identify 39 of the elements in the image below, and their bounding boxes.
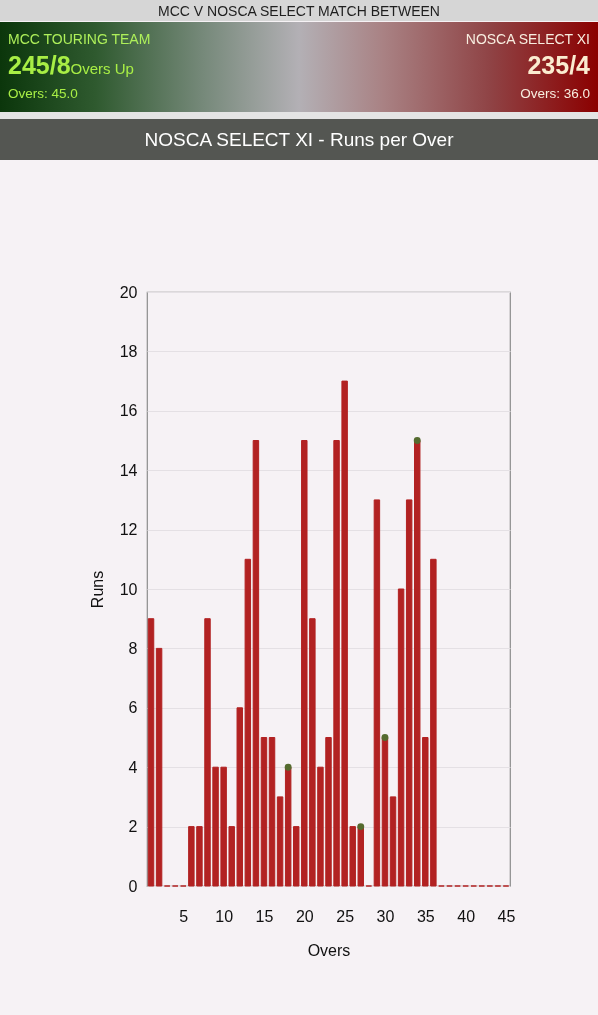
- y-tick-label: 0: [128, 877, 138, 895]
- y-tick-label: 6: [128, 699, 138, 717]
- point: [284, 763, 292, 771]
- chart-title: NOSCA SELECT XI - Runs per Over: [0, 119, 598, 160]
- bar: [155, 647, 163, 887]
- bar: [260, 737, 268, 887]
- x-tick-label: 30: [376, 907, 395, 925]
- bar: [389, 796, 397, 887]
- bar: [397, 588, 405, 887]
- x-tick-label: 25: [336, 907, 355, 925]
- bar: [252, 440, 260, 887]
- x-tick-label: 10: [215, 907, 234, 925]
- y-axis-title: Runs: [88, 570, 106, 609]
- y-tick-label: 18: [119, 342, 138, 360]
- bar: [276, 796, 284, 887]
- x-tick-label: 35: [416, 907, 435, 925]
- point: [381, 734, 389, 741]
- x-tick-label: 15: [255, 907, 274, 925]
- y-tick-label: 4: [128, 758, 138, 776]
- x-tick-label: 45: [497, 907, 516, 925]
- bar: [147, 618, 155, 887]
- y-tick-label: 12: [119, 521, 138, 539]
- y-tick-label: 2: [128, 818, 138, 836]
- y-tick-label: 10: [119, 580, 138, 598]
- bar: [373, 499, 381, 887]
- text: MCC V NOSCA SELECT MATCH BETWEEN: [0, 0, 598, 21]
- x-axis-title: Overs: [307, 941, 351, 959]
- y-tick-label: 14: [119, 461, 138, 479]
- y-tick-label: 16: [119, 402, 138, 420]
- y-tick-label: 8: [128, 639, 138, 657]
- bar: [381, 737, 389, 887]
- x-tick-label: 40: [457, 907, 476, 925]
- point: [357, 823, 365, 831]
- y-tick-label: 20: [119, 283, 138, 301]
- x-tick-label: 20: [295, 907, 314, 925]
- x-tick-label: 5: [179, 907, 189, 925]
- score-banner: MCC TOURING TEAM 245/8Overs Up Overs: 45.0 NOSCA SELECT XI 235/4 Overs: 36.0: [0, 22, 598, 112]
- bar: [268, 737, 276, 887]
- point: [413, 437, 421, 444]
